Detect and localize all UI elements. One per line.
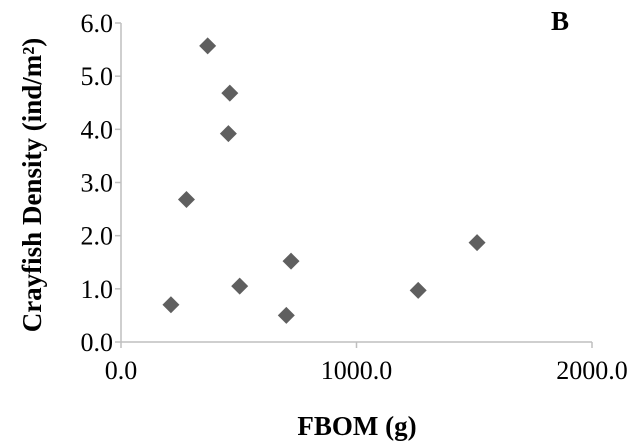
data-points [162, 37, 486, 324]
y-tick-label: 0.0 [81, 328, 114, 357]
x-axis-title: FBOM (g) [297, 411, 416, 441]
data-point [219, 125, 237, 143]
y-axis-ticks: 0.0 1.0 2.0 3.0 4.0 5.0 6.0 [81, 9, 121, 357]
data-point [221, 84, 239, 102]
y-tick-label: 2.0 [81, 222, 114, 251]
data-point [231, 277, 249, 295]
x-tick-label: 2000.0 [556, 356, 628, 385]
y-axis-title: Crayfish Density (ind/m²) [17, 38, 47, 333]
x-axis-ticks: 0.0 1000.0 2000.0 [105, 342, 628, 385]
x-tick-label: 1000.0 [321, 356, 393, 385]
data-point [162, 296, 180, 314]
y-tick-label: 1.0 [81, 275, 114, 304]
data-point [282, 252, 300, 270]
data-point [277, 306, 295, 324]
data-point [409, 281, 427, 299]
y-tick-label: 5.0 [81, 62, 114, 91]
data-point [199, 37, 217, 55]
y-tick-label: 3.0 [81, 169, 114, 198]
panel-label: B [551, 6, 569, 36]
x-tick-label: 0.0 [105, 356, 138, 385]
y-tick-label: 4.0 [81, 115, 114, 144]
axes: 0.0 1.0 2.0 3.0 4.0 5.0 6.0 0.0 1000.0 2000.0 [81, 9, 628, 385]
y-tick-label: 6.0 [81, 9, 114, 38]
data-point [468, 234, 486, 252]
data-point [177, 191, 195, 209]
